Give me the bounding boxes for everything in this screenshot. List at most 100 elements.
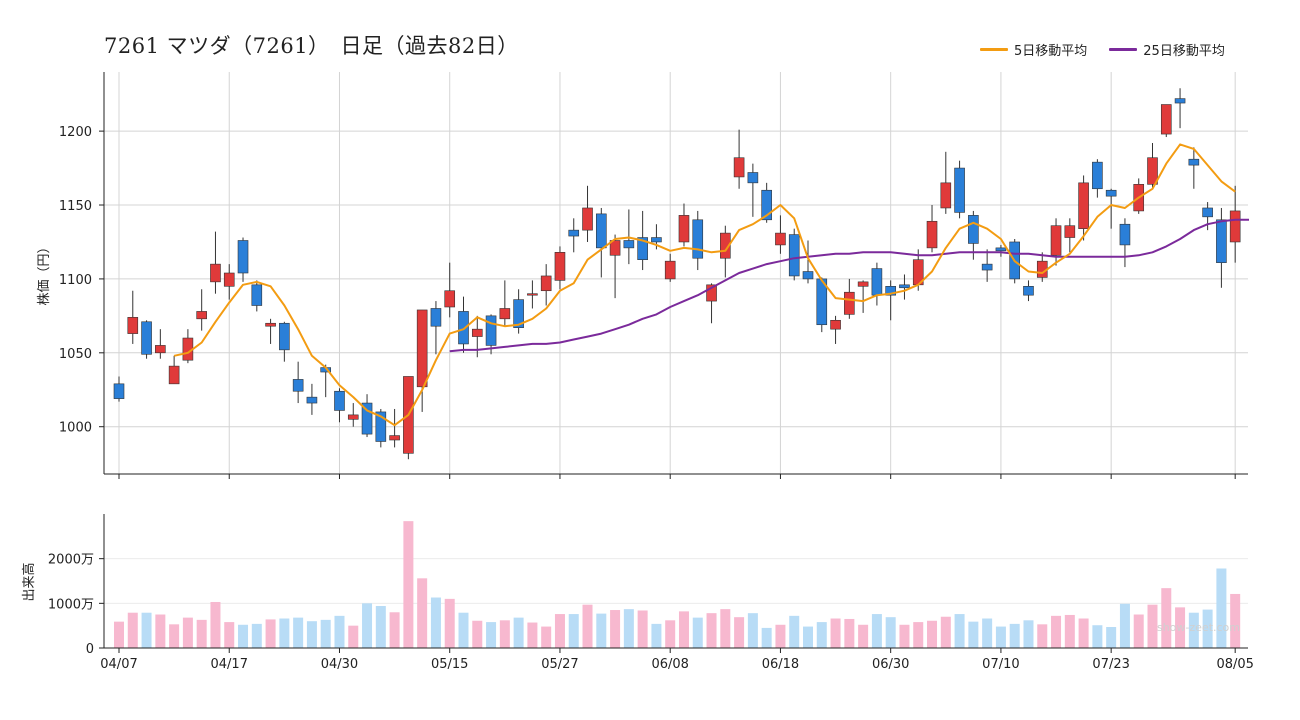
candle-body (1216, 219, 1227, 263)
candle-body (292, 379, 304, 392)
candle-body (595, 213, 607, 249)
ma5-swatch (980, 48, 1008, 51)
candle-body (664, 260, 676, 280)
volume-bar (306, 621, 317, 648)
candle-body (540, 275, 552, 292)
candle-body (361, 402, 373, 435)
tick-labels: 1000 1050 1100 1150 1200 04/07 04/17 04/30 05/15… (48, 125, 1254, 672)
volume-bar (1037, 624, 1048, 648)
ma25-line (449, 218, 1249, 353)
volume-bar (541, 626, 552, 648)
candle-body (1105, 189, 1117, 197)
legend-label-ma5: 5日移動平均 (1014, 44, 1088, 59)
ma5-line (173, 143, 1236, 427)
candle-body (155, 345, 166, 354)
volume-bar (692, 617, 703, 648)
volume-bar (596, 613, 607, 648)
page-title: 7261 マツダ（7261） 日足（過去82日） (104, 34, 519, 58)
volume-bar (568, 614, 579, 648)
candle-body (196, 311, 207, 320)
volume-bar (1161, 588, 1172, 648)
ma25-swatch (1109, 48, 1138, 51)
candle-body (554, 252, 566, 281)
candle-body (430, 308, 442, 327)
volume-bar (775, 624, 786, 648)
candle-body (416, 309, 428, 388)
volume-bar (348, 625, 359, 648)
candle-body (347, 414, 359, 420)
volume-bar (678, 611, 689, 648)
volume-bar (899, 624, 910, 648)
volume-bar (265, 619, 276, 648)
volume-bar (279, 618, 290, 648)
candle-body (237, 240, 249, 274)
candle-body (857, 281, 869, 287)
volume-bar (968, 621, 979, 648)
candle-body (127, 317, 139, 334)
volume-bar (1064, 614, 1075, 648)
candle-body (113, 383, 125, 399)
volume-bar (1078, 618, 1089, 648)
legend-item-ma5: 5日移動平均 (980, 40, 1087, 59)
volume-bar (293, 617, 304, 648)
volume-bar (554, 614, 565, 648)
volume-bar (458, 612, 469, 648)
volume-bar (182, 617, 193, 648)
volume-bar (803, 626, 813, 648)
candle-body (265, 322, 276, 327)
price-tick-label: 1000 (59, 421, 92, 436)
volume-grid (104, 558, 1248, 604)
candle-body (651, 237, 662, 243)
candle-body (306, 396, 318, 404)
volume-bar (472, 620, 483, 648)
volume-bar (885, 617, 896, 648)
volume-bar (362, 603, 373, 648)
price-tick-label: 1100 (59, 273, 92, 288)
candle-body (1050, 225, 1062, 256)
volume-bar (430, 597, 441, 648)
volume-bar (334, 615, 345, 648)
volume-bar (1009, 623, 1020, 648)
price-axis-title: 株価（円） (37, 240, 52, 305)
volume-bar (830, 618, 841, 648)
volume-bar (486, 622, 497, 648)
candle-body (582, 207, 593, 231)
date-tick-label: 07/23 (1092, 657, 1129, 672)
candle-body (720, 232, 731, 259)
candle-body (389, 435, 400, 441)
candle-body (1202, 207, 1213, 218)
volume-bar (720, 609, 731, 648)
legend-item-ma25: 25日移動平均 (1109, 40, 1225, 59)
volume-bar (982, 618, 993, 648)
volume-bar (706, 613, 717, 648)
candle-body (761, 189, 772, 221)
volume-tick-label: 0 (86, 642, 94, 657)
candle-body (871, 268, 883, 296)
candle-body (1188, 158, 1200, 166)
candle-body (141, 321, 152, 355)
candle-body (954, 167, 965, 213)
price-tick-label: 1150 (59, 199, 92, 214)
volume-bar (417, 578, 428, 648)
candle-body (733, 157, 745, 178)
candle-body (444, 290, 456, 308)
volume-bar (940, 616, 951, 648)
candle-body (1160, 104, 1172, 135)
candle-body (527, 293, 538, 296)
price-tick-label: 1200 (59, 125, 92, 140)
volume-bars (114, 521, 1241, 648)
candle-body (981, 263, 993, 271)
volume-bar (761, 627, 772, 648)
candle-body (485, 315, 497, 346)
price-grid (104, 72, 1248, 474)
axes (99, 72, 1248, 653)
volume-bar (1023, 620, 1034, 648)
candle-body (168, 365, 180, 385)
candle-body (513, 299, 524, 328)
candle-body (471, 328, 483, 337)
candle-body (899, 284, 910, 289)
volume-bar (210, 601, 221, 648)
volume-bar (665, 620, 676, 648)
volume-bar (375, 606, 386, 648)
